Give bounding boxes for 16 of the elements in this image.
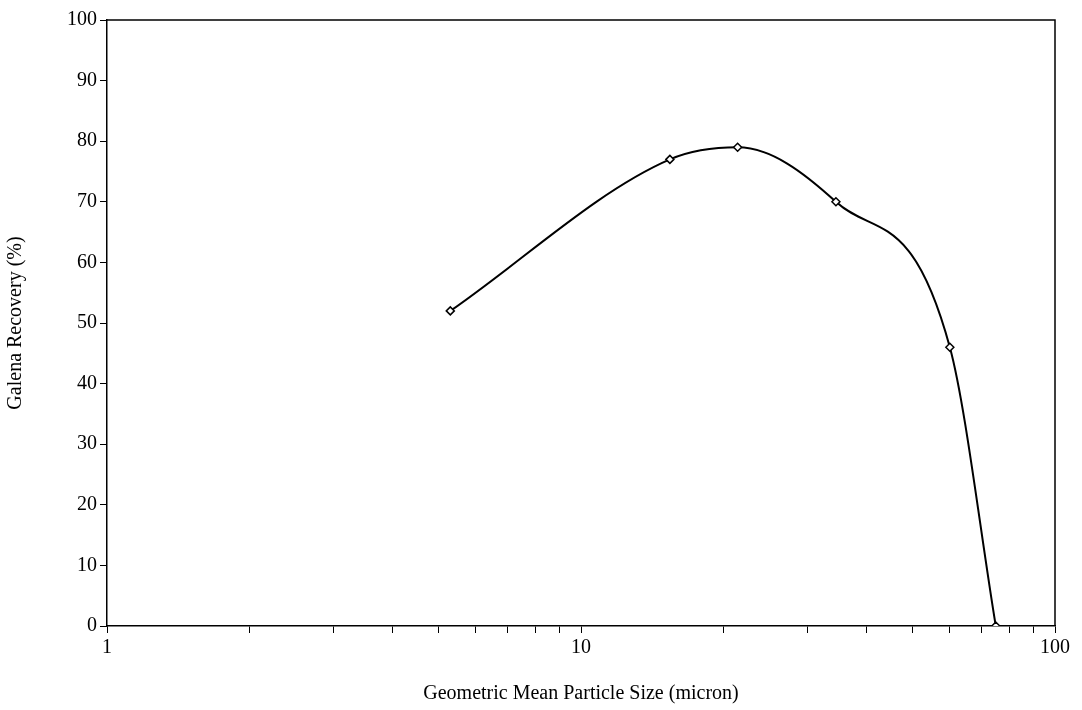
x-tick-label: 10 <box>571 635 591 658</box>
y-tick-label: 20 <box>77 492 97 515</box>
x-axis-title: Geometric Mean Particle Size (micron) <box>423 681 739 705</box>
y-axis-title: Galena Recovery (%) <box>3 236 27 410</box>
x-tick-label: 1 <box>102 635 112 658</box>
y-tick-label: 100 <box>67 7 97 30</box>
y-tick-label: 0 <box>87 613 97 636</box>
y-tick-label: 40 <box>77 370 97 393</box>
y-tick-label: 30 <box>77 431 97 454</box>
x-tick-label: 100 <box>1040 635 1070 658</box>
y-tick-label: 10 <box>77 552 97 575</box>
y-tick-label: 90 <box>77 67 97 90</box>
y-tick-label: 60 <box>77 249 97 272</box>
y-tick-label: 80 <box>77 128 97 151</box>
y-tick-label: 70 <box>77 189 97 212</box>
y-tick-label: 50 <box>77 310 97 333</box>
